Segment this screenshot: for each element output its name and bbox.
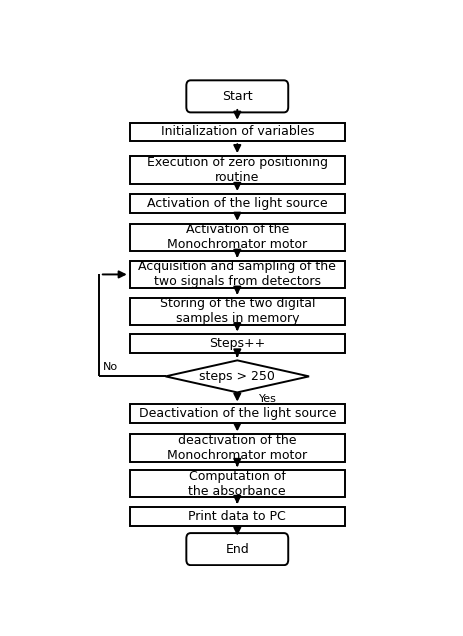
Text: Computation of
the absorbance: Computation of the absorbance [188, 469, 286, 498]
FancyBboxPatch shape [130, 404, 345, 423]
Text: Yes: Yes [259, 394, 277, 404]
Text: Initialization of variables: Initialization of variables [161, 125, 314, 139]
Text: Acquisition and sampling of the
two signals from detectors: Acquisition and sampling of the two sign… [138, 260, 336, 289]
FancyBboxPatch shape [130, 123, 345, 141]
FancyBboxPatch shape [186, 533, 288, 565]
FancyBboxPatch shape [130, 434, 345, 462]
Text: Execution of zero positioning
routine: Execution of zero positioning routine [147, 156, 328, 184]
Text: Print data to PC: Print data to PC [188, 509, 286, 523]
Text: End: End [225, 543, 249, 556]
FancyBboxPatch shape [130, 224, 345, 251]
Text: Storing of the two digital
samples in memory: Storing of the two digital samples in me… [160, 298, 315, 326]
FancyBboxPatch shape [130, 470, 345, 497]
Text: deactivation of the
Monochromator motor: deactivation of the Monochromator motor [167, 434, 307, 462]
Text: Activation of the light source: Activation of the light source [147, 197, 328, 210]
FancyBboxPatch shape [130, 194, 345, 212]
Text: steps > 250: steps > 250 [200, 370, 275, 383]
Text: Activation of the
Monochromator motor: Activation of the Monochromator motor [167, 223, 307, 251]
FancyBboxPatch shape [130, 507, 345, 525]
Text: Steps++: Steps++ [209, 337, 265, 350]
Text: Deactivation of the light source: Deactivation of the light source [138, 407, 336, 420]
FancyBboxPatch shape [130, 334, 345, 353]
FancyBboxPatch shape [186, 80, 288, 113]
Polygon shape [166, 361, 309, 392]
Text: Start: Start [222, 90, 253, 103]
FancyBboxPatch shape [130, 261, 345, 288]
FancyBboxPatch shape [130, 298, 345, 325]
FancyBboxPatch shape [130, 156, 345, 184]
Text: No: No [103, 362, 118, 372]
